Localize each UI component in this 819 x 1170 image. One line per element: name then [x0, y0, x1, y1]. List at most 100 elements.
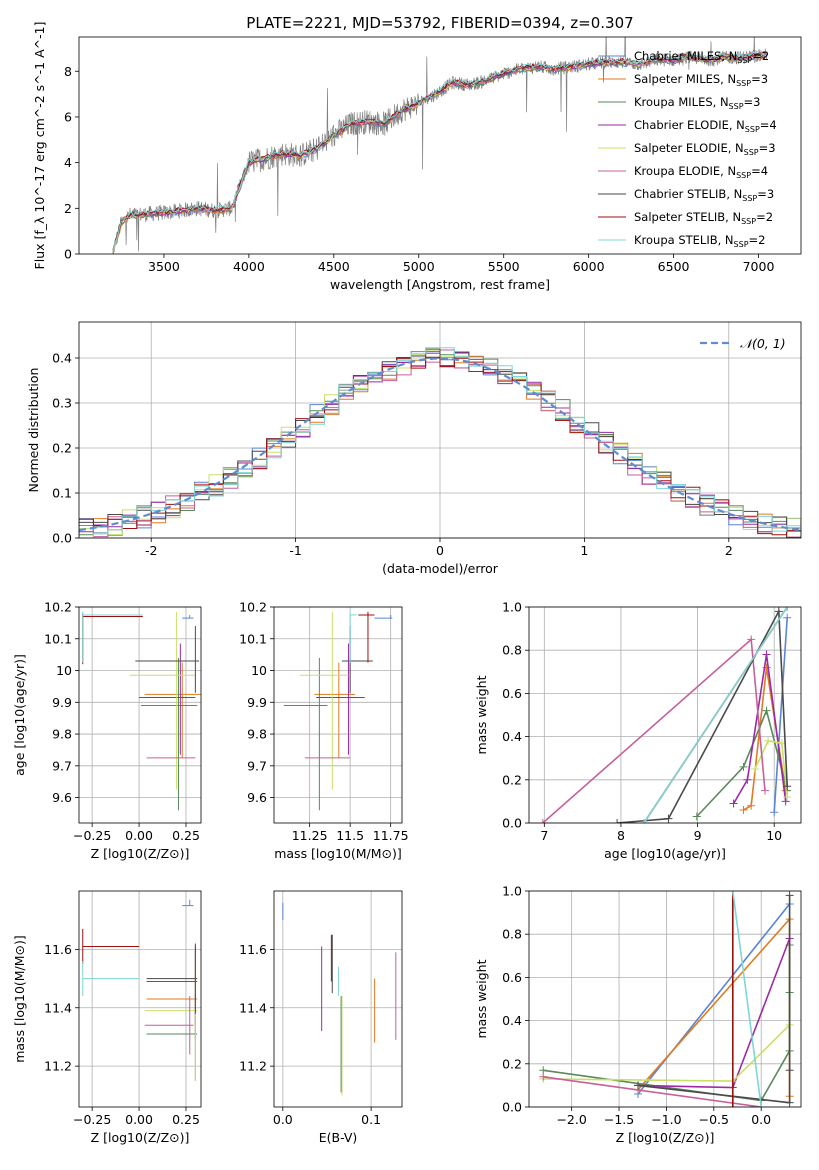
- y-axis-label: age [log10(age/yr)]: [12, 654, 27, 776]
- y-tick-label: 10.1: [239, 631, 267, 646]
- y-tick-label: 1.0: [502, 884, 522, 899]
- axes-frame: [78, 321, 802, 539]
- data-point: [135, 626, 200, 693]
- x-tick-label: 7: [540, 828, 548, 843]
- y-axis-label: mass weight: [474, 959, 489, 1038]
- x-tick-label: 0.0: [273, 1112, 293, 1127]
- data-point: [146, 943, 198, 1014]
- x-tick-label: 0.1: [361, 1112, 381, 1127]
- y-tick-label: 10.2: [239, 600, 267, 615]
- y-tick-label: 11.6: [239, 942, 267, 957]
- weight-marker: [538, 819, 547, 823]
- weight-marker: [757, 1103, 766, 1107]
- x-axis-label: Z [log10(Z/Z⊙)]: [91, 846, 190, 861]
- y-tick-label: 0.0: [502, 1100, 522, 1115]
- x-tick-label: 11.75: [373, 828, 409, 843]
- y-tick-label: 0.6: [502, 686, 522, 701]
- weight-marker: [664, 814, 673, 823]
- plot-area: [274, 607, 402, 823]
- y-tick-label: 0.4: [52, 351, 72, 366]
- weight-series-line: [643, 607, 788, 823]
- x-tick-label: 9: [694, 828, 702, 843]
- weight-marker: [762, 706, 771, 715]
- data-point: [299, 611, 349, 790]
- x-axis-label: Z [log10(Z/Z⊙)]: [616, 1130, 715, 1145]
- axes-age_vs_mass: 11.25 11.5 11.75 9.6 9.7 9.8 9.9 10 10.1 10.2 mass…: [239, 600, 408, 862]
- gaussian-curve: [78, 357, 802, 532]
- x-tick-label: 0.25: [172, 828, 200, 843]
- x-tick-label: 0.25: [172, 1112, 200, 1127]
- weight-marker: [781, 797, 790, 806]
- data-point: [140, 657, 198, 811]
- y-tick-label: 9.7: [247, 758, 267, 773]
- axes-frame: [273, 606, 403, 824]
- x-tick-label: 11.25: [292, 828, 328, 843]
- model-fit-line: [112, 51, 766, 252]
- weight-marker: [728, 1103, 737, 1107]
- x-tick-label: -2: [145, 543, 157, 558]
- y-axis-label: Normed distribution: [26, 368, 41, 493]
- y-axis-label: mass [log10(M/M⊙)]: [12, 935, 27, 1063]
- data-point: [82, 611, 143, 663]
- y-tick-label: 0.4: [502, 1013, 522, 1028]
- x-tick-label: −1.5: [604, 1112, 634, 1127]
- model-fit-line: [112, 51, 766, 251]
- spectrum-legend: Chabrier MILES, NSSP=2 Salpeter MILES, NS…: [598, 49, 777, 249]
- weight-marker: [739, 762, 748, 771]
- y-axis-label: Flux [f_λ 10^-17 erg cm^-2 s^-1 A^-1]: [32, 22, 47, 270]
- weight-marker: [764, 736, 773, 745]
- weight-marker: [770, 808, 779, 817]
- weight-marker: [785, 1098, 794, 1107]
- x-axis-label: Z [log10(Z/Z⊙)]: [91, 1130, 190, 1145]
- data-point: [182, 614, 194, 619]
- y-tick-label: 8: [64, 64, 72, 79]
- weight-marker: [692, 812, 701, 821]
- axes-weight_vs_age: 7 8 9 10 0.0 0.2 0.4 0.6 0.8 1.0 age [log10(age/yr…: [474, 600, 802, 861]
- x-tick-label: 10: [766, 828, 782, 843]
- weight-marker: [783, 607, 792, 611]
- y-tick-label: 9.6: [247, 790, 267, 805]
- weight-series-line: [617, 608, 788, 823]
- data-point: [82, 961, 140, 997]
- weight-marker: [751, 765, 760, 773]
- y-tick-label: 0.6: [502, 970, 522, 985]
- weight-marker: [783, 793, 792, 802]
- x-tick-label: 7000: [743, 259, 775, 274]
- y-tick-label: 4: [64, 155, 72, 170]
- y-axis-label: mass weight: [474, 675, 489, 754]
- y-tick-label: 10.1: [44, 631, 72, 646]
- x-tick-label: 8: [617, 828, 625, 843]
- y-tick-label: 9.8: [52, 727, 72, 742]
- axes-mass_vs_ebv: 0.0 0.1 11.2 11.4 11.6 E(B-V): [239, 890, 403, 1145]
- axes-residuals: -2 -1 0 1 2 0.0 0.1 0.2 0.3 0.4 (data-model)/error…: [26, 321, 802, 576]
- y-tick-label: 0.3: [52, 396, 72, 411]
- x-tick-label: 6500: [658, 259, 690, 274]
- x-tick-label: −2.0: [556, 1112, 586, 1127]
- x-axis-label: E(B-V): [319, 1130, 358, 1145]
- x-axis-label: (data-model)/error: [382, 561, 499, 576]
- weight-marker: [539, 1072, 548, 1081]
- y-tick-label: 9.7: [52, 758, 72, 773]
- data-point: [349, 611, 357, 663]
- x-tick-label: 0.0: [751, 1112, 771, 1127]
- weight-marker: [747, 801, 756, 810]
- data-point: [358, 611, 375, 663]
- data-point: [144, 662, 201, 758]
- x-tick-label: 2: [725, 543, 733, 558]
- legend-entry: Chabrier STELIB, NSSP=3: [634, 187, 774, 203]
- x-tick-label: −0.5: [699, 1112, 729, 1127]
- weight-series-line: [732, 891, 762, 1107]
- y-tick-label: 9.8: [247, 727, 267, 742]
- y-tick-label: 11.6: [44, 942, 72, 957]
- legend-entry: Salpeter MILES, NSSP=3: [634, 72, 768, 88]
- x-tick-label: 5000: [403, 259, 435, 274]
- plot-area: [274, 891, 402, 1107]
- x-tick-label: 4000: [233, 259, 265, 274]
- y-tick-label: 0.8: [502, 643, 522, 658]
- legend-entry: Kroupa ELODIE, NSSP=4: [634, 164, 768, 180]
- axes-frame: [528, 606, 802, 824]
- page-title: PLATE=2221, MJD=53792, FIBERID=0394, z=0…: [246, 14, 633, 32]
- axes-weight_vs_Z: −2.0 −1.5 −1.0 −0.5 0.0 0.0 0.2 0.4 0.6 0.8 1.0 Z […: [474, 884, 802, 1145]
- x-tick-label: 0.00: [125, 1112, 153, 1127]
- legend-entry: Kroupa MILES, NSSP=3: [634, 95, 760, 111]
